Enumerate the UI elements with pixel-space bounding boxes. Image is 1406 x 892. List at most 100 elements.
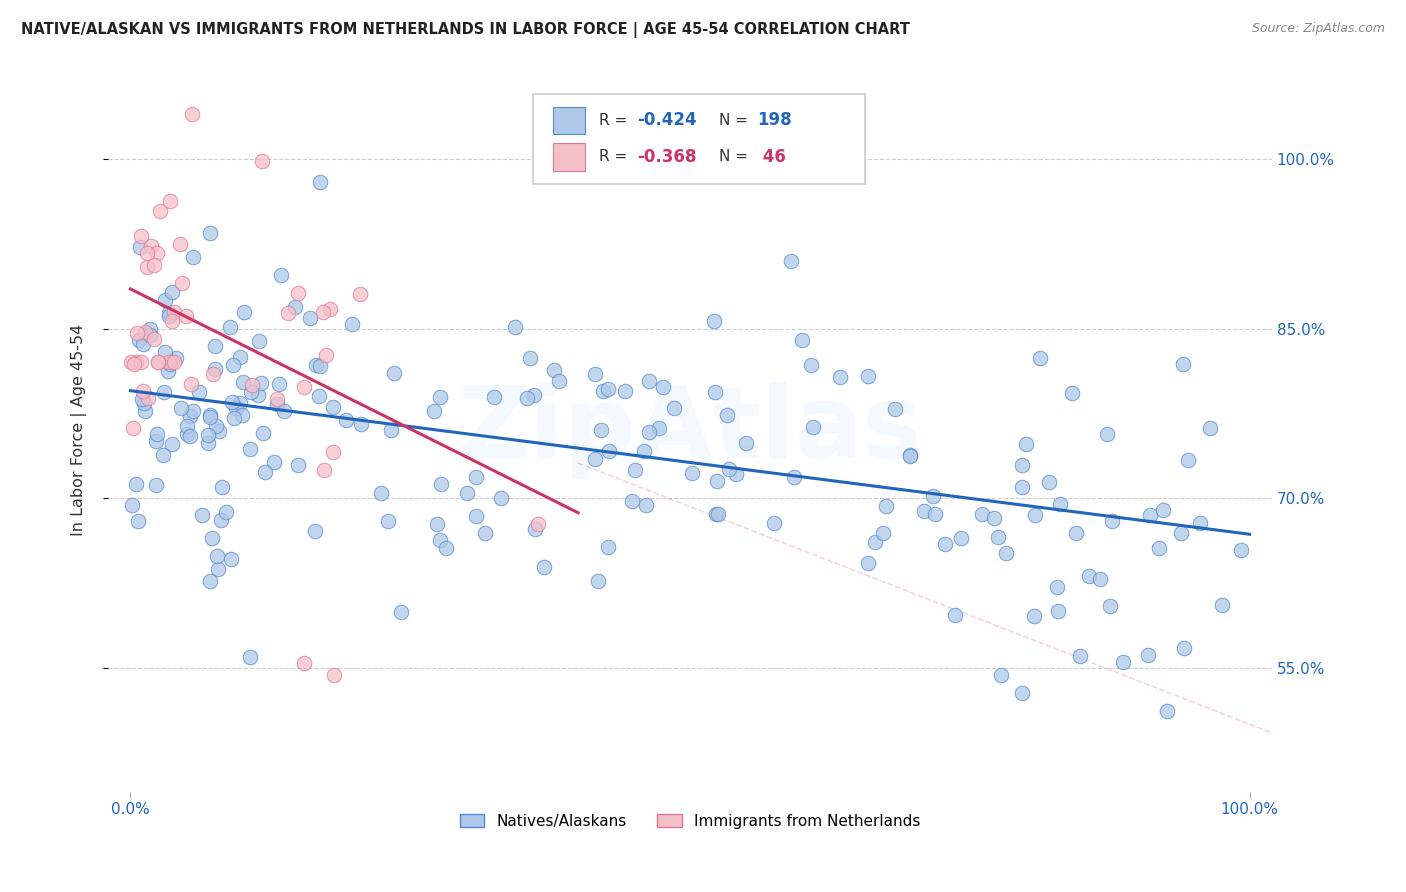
Point [704, 507, 727, 521]
Point [1211, 598, 1233, 612]
Point [157, 364, 180, 378]
Point [229, 350, 252, 364]
Point [780, 253, 803, 268]
Point [152, 384, 174, 399]
Point [209, 512, 232, 526]
Point [503, 319, 526, 334]
Point [232, 375, 254, 389]
Point [312, 463, 335, 477]
Point [221, 358, 243, 372]
Point [267, 377, 290, 392]
Point [246, 388, 269, 402]
Point [181, 107, 204, 121]
Point [215, 505, 238, 519]
Point [157, 306, 180, 320]
Point [273, 404, 295, 418]
Point [207, 549, 229, 564]
Point [160, 355, 183, 369]
Point [801, 420, 824, 434]
Point [207, 562, 229, 576]
Point [912, 504, 935, 518]
Point [134, 325, 156, 339]
Point [1011, 685, 1033, 699]
Point [620, 494, 643, 508]
Point [583, 367, 606, 381]
Point [231, 409, 253, 423]
Point [1049, 497, 1071, 511]
Point [624, 463, 647, 477]
Point [1088, 572, 1111, 586]
Point [322, 400, 344, 414]
Point [252, 426, 274, 441]
Point [382, 366, 405, 380]
Point [790, 333, 813, 347]
Point [204, 362, 226, 376]
Point [200, 409, 222, 424]
Point [221, 395, 243, 409]
Point [292, 379, 315, 393]
Point [426, 517, 449, 532]
Point [127, 514, 149, 528]
Point [1066, 526, 1088, 541]
Point [872, 526, 894, 541]
Point [239, 649, 262, 664]
Text: -0.368: -0.368 [637, 148, 697, 166]
Point [250, 154, 273, 169]
Point [136, 245, 159, 260]
Point [239, 384, 262, 399]
Point [287, 285, 309, 300]
Point [706, 507, 728, 521]
Point [146, 426, 169, 441]
Point [456, 485, 478, 500]
Text: 46: 46 [758, 148, 786, 166]
Point [141, 239, 163, 253]
Point [596, 541, 619, 555]
Point [1199, 421, 1222, 435]
Point [924, 507, 946, 521]
Point [200, 226, 222, 240]
Point [1177, 453, 1199, 467]
Point [1230, 542, 1253, 557]
Point [169, 401, 191, 416]
Point [516, 391, 538, 405]
Y-axis label: In Labor Force | Age 45-54: In Labor Force | Age 45-54 [72, 324, 87, 536]
Point [1152, 503, 1174, 517]
Point [322, 444, 344, 458]
Point [219, 320, 242, 334]
Point [200, 531, 222, 545]
Point [163, 305, 186, 319]
Point [139, 322, 162, 336]
Point [284, 301, 307, 315]
Point [128, 333, 150, 347]
Point [134, 404, 156, 418]
Point [190, 508, 212, 522]
Point [598, 382, 620, 396]
Point [423, 404, 446, 418]
Point [349, 287, 371, 301]
Point [830, 370, 852, 384]
Point [305, 358, 328, 372]
Point [205, 419, 228, 434]
Point [547, 375, 569, 389]
FancyBboxPatch shape [533, 94, 865, 185]
Point [160, 437, 183, 451]
Point [131, 392, 153, 406]
Point [1136, 648, 1159, 662]
Point [146, 355, 169, 369]
Point [319, 301, 342, 316]
Point [994, 546, 1017, 560]
Point [543, 362, 565, 376]
Point [949, 531, 972, 545]
Point [225, 401, 247, 416]
Point [856, 556, 879, 570]
Point [128, 240, 150, 254]
Point [122, 421, 145, 435]
Point [160, 285, 183, 300]
Point [188, 384, 211, 399]
Point [1139, 508, 1161, 522]
Point [706, 474, 728, 488]
Point [176, 419, 198, 434]
Point [165, 351, 187, 365]
Point [1062, 385, 1084, 400]
Point [308, 359, 330, 374]
